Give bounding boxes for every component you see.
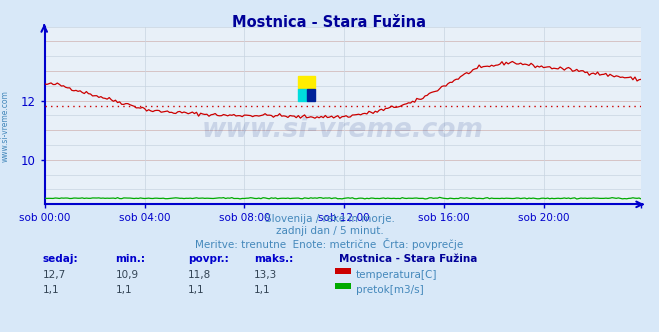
Text: povpr.:: povpr.: — [188, 254, 229, 264]
Text: 1,1: 1,1 — [188, 285, 204, 294]
Text: www.si-vreme.com: www.si-vreme.com — [1, 90, 10, 162]
Text: 1,1: 1,1 — [43, 285, 59, 294]
Bar — [306, 89, 315, 101]
Text: 11,8: 11,8 — [188, 270, 211, 280]
Text: Slovenija / reke in morje.: Slovenija / reke in morje. — [264, 214, 395, 224]
Text: zadnji dan / 5 minut.: zadnji dan / 5 minut. — [275, 226, 384, 236]
Text: 13,3: 13,3 — [254, 270, 277, 280]
Text: pretok[m3/s]: pretok[m3/s] — [356, 285, 424, 294]
Text: 1,1: 1,1 — [115, 285, 132, 294]
Text: temperatura[C]: temperatura[C] — [356, 270, 438, 280]
Text: maks.:: maks.: — [254, 254, 293, 264]
Text: Meritve: trenutne  Enote: metrične  Črta: povprečje: Meritve: trenutne Enote: metrične Črta: … — [195, 238, 464, 250]
Text: sedaj:: sedaj: — [43, 254, 78, 264]
Text: 1,1: 1,1 — [254, 285, 270, 294]
Text: min.:: min.: — [115, 254, 146, 264]
Text: 12,7: 12,7 — [43, 270, 66, 280]
Text: Mostnica - Stara Fužina: Mostnica - Stara Fužina — [233, 15, 426, 30]
Text: 10,9: 10,9 — [115, 270, 138, 280]
Bar — [299, 89, 306, 101]
Text: www.si-vreme.com: www.si-vreme.com — [202, 117, 484, 142]
Bar — [299, 76, 315, 89]
Text: Mostnica - Stara Fužina: Mostnica - Stara Fužina — [339, 254, 478, 264]
